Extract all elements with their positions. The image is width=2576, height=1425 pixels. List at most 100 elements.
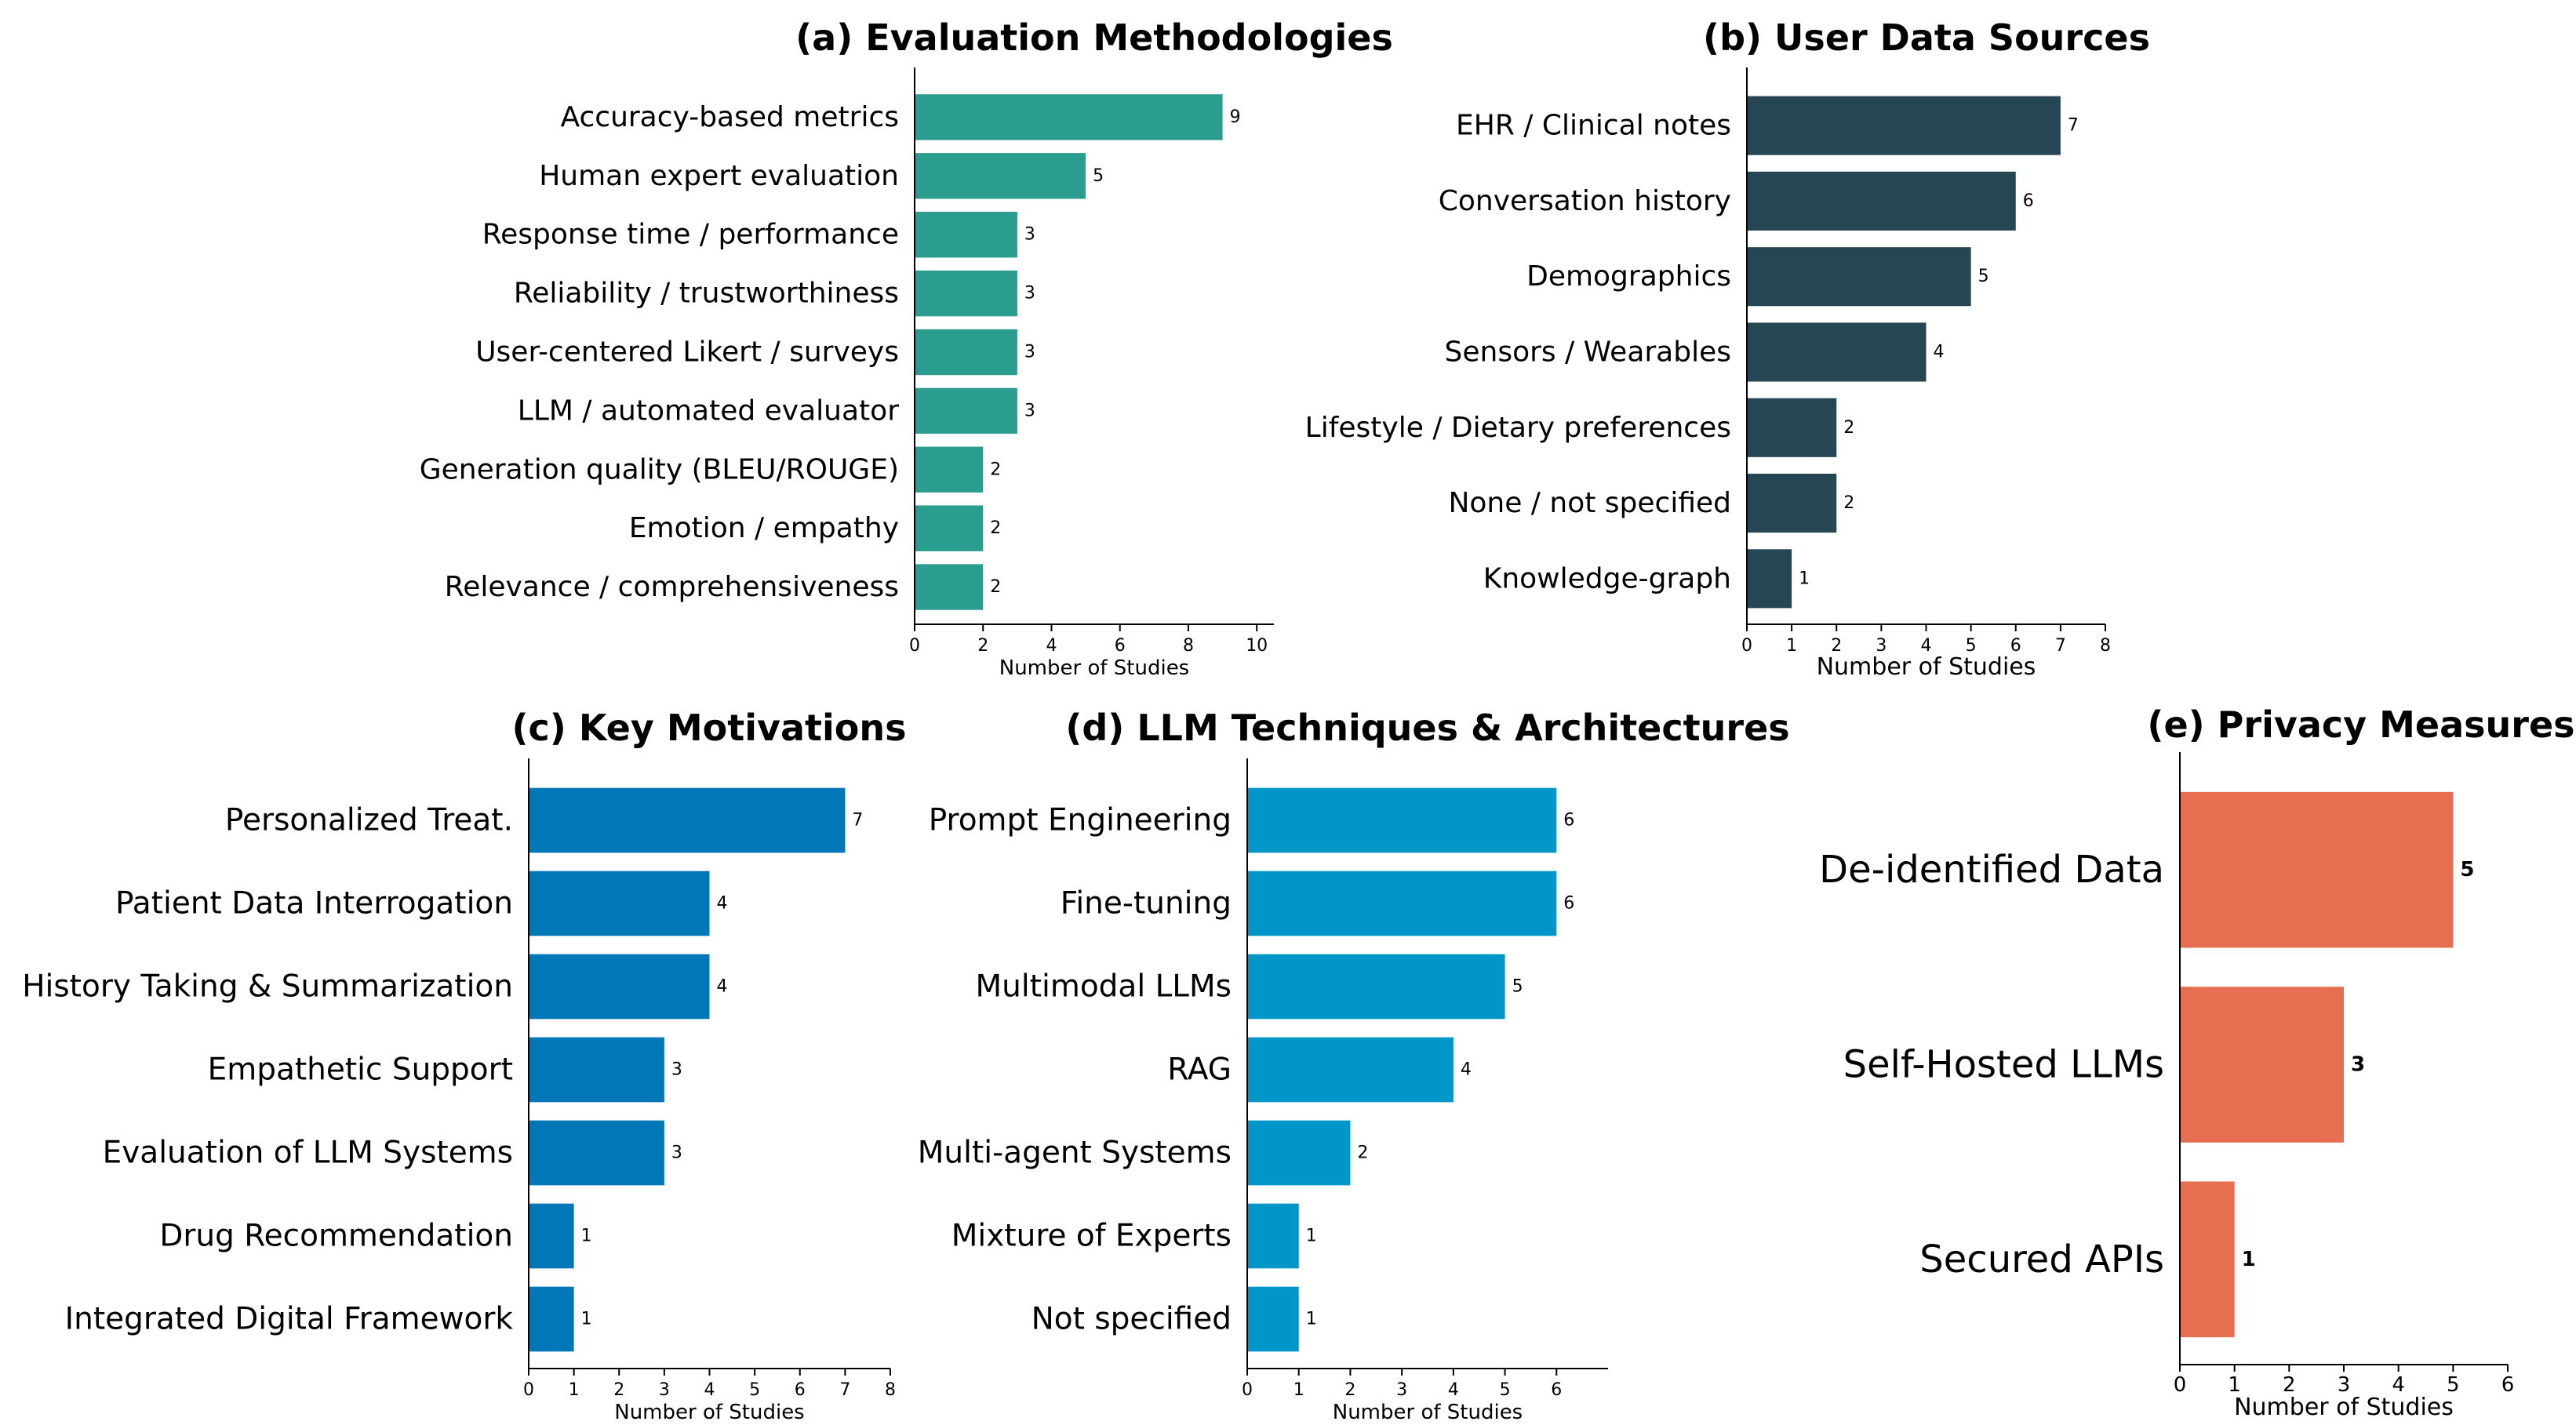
x-tick-label: 3 [659, 1380, 670, 1400]
value-label: 3 [1024, 343, 1035, 362]
category-label: Emotion / empathy [629, 512, 899, 544]
value-label: 4 [717, 894, 728, 914]
chart-a: (a) Evaluation Methodologies Accuracy-bas… [420, 16, 1393, 680]
bar [2180, 987, 2344, 1143]
bar [1747, 171, 2016, 231]
value-label: 5 [1978, 267, 1989, 286]
category-label: LLM / automated evaluator [518, 394, 899, 427]
value-label: 2 [1843, 418, 1854, 438]
category-label: RAG [1167, 1052, 1232, 1088]
chart-e: (e) Privacy Measures De-identified Data 5 S… [1819, 703, 2574, 1421]
bar [529, 954, 710, 1020]
x-tick-label: 4 [1046, 636, 1057, 656]
bar [1247, 954, 1505, 1020]
category-label: Self-Hosted LLMs [1843, 1043, 2164, 1087]
x-tick-label: 1 [1786, 636, 1797, 656]
x-tick-label: 0 [1741, 636, 1752, 656]
x-tick-label: 7 [839, 1380, 850, 1400]
bar [915, 153, 1086, 199]
bar [1247, 1037, 1454, 1103]
category-label: Multimodal LLMs [976, 969, 1232, 1005]
category-label: Not specified [1031, 1302, 1232, 1337]
value-label: 3 [1024, 225, 1035, 245]
x-tick-label: 4 [2392, 1373, 2405, 1397]
x-tick-label: 2 [1831, 636, 1842, 656]
bar [2180, 791, 2454, 948]
value-label: 3 [2351, 1053, 2365, 1077]
value-label: 5 [1093, 166, 1104, 186]
category-label: Generation quality (BLEU/ROUGE) [420, 453, 899, 485]
x-axis-label: Number of Studies [999, 656, 1189, 680]
category-label: Conversation history [1439, 185, 1731, 217]
bar [915, 329, 1017, 376]
bar [1747, 247, 1971, 307]
category-label: Relevance / comprehensiveness [445, 571, 899, 603]
bar [1247, 1203, 1299, 1269]
x-tick-label: 3 [2338, 1373, 2351, 1397]
value-label: 1 [2242, 1248, 2256, 1271]
value-label: 2 [1843, 493, 1854, 513]
x-tick-label: 0 [2174, 1373, 2187, 1397]
x-tick-label: 8 [1183, 636, 1194, 656]
x-tick-label: 10 [1246, 636, 1268, 656]
value-label: 4 [1461, 1060, 1472, 1080]
value-label: 2 [990, 518, 1001, 538]
category-label: None / not specified [1448, 487, 1731, 519]
x-tick-label: 3 [1876, 636, 1887, 656]
category-label: Personalized Treat. [225, 803, 513, 838]
value-label: 7 [852, 811, 863, 831]
bar [1247, 1120, 1351, 1186]
x-tick-label: 2 [977, 636, 988, 656]
x-axis-label: Number of Studies [1817, 653, 2036, 681]
x-tick-label: 8 [885, 1380, 896, 1400]
category-label: Fine-tuning [1061, 886, 1232, 922]
category-label: Prompt Engineering [929, 803, 1232, 838]
bar [529, 787, 846, 853]
value-label: 1 [581, 1227, 592, 1246]
value-label: 2 [990, 460, 1001, 479]
value-label: 1 [1306, 1310, 1317, 1329]
x-tick-label: 3 [1396, 1380, 1407, 1400]
bar [1747, 474, 1837, 533]
category-label: Response time / performance [482, 219, 899, 251]
category-label: History Taking & Summarization [22, 969, 513, 1005]
x-tick-label: 0 [1242, 1380, 1253, 1400]
value-label: 5 [1512, 977, 1523, 997]
x-tick-label: 4 [1448, 1380, 1459, 1400]
bar [915, 94, 1223, 140]
value-label: 6 [1563, 811, 1574, 831]
x-tick-label: 5 [1500, 1380, 1511, 1400]
category-label: Integrated Digital Framework [65, 1302, 514, 1337]
bar [915, 564, 984, 610]
category-label: User-centered Likert / surveys [475, 336, 899, 369]
bar [1747, 322, 1927, 382]
bar [529, 1286, 574, 1352]
bar [915, 387, 1017, 434]
bar [1747, 96, 2061, 155]
bar [1247, 787, 1557, 853]
bar [915, 505, 984, 551]
value-label: 2 [990, 577, 1001, 597]
value-label: 6 [1563, 894, 1574, 914]
value-label: 6 [2023, 191, 2034, 211]
category-label: De-identified Data [1819, 848, 2164, 892]
x-tick-label: 5 [2447, 1373, 2460, 1397]
chart-c: (c) Key Motivations Personalized Treat. 7 P… [22, 707, 906, 1424]
value-label: 2 [1357, 1143, 1368, 1163]
category-label: Drug Recommendation [159, 1219, 513, 1254]
category-label: EHR / Clinical notes [1456, 110, 1731, 142]
chart-title: (a) Evaluation Methodologies [795, 16, 1393, 59]
category-label: Mixture of Experts [951, 1219, 1232, 1254]
x-tick-label: 0 [909, 636, 920, 656]
bar [2180, 1181, 2235, 1338]
bar [1747, 549, 1792, 609]
category-label: Patient Data Interrogation [115, 886, 513, 922]
category-label: Demographics [1526, 260, 1731, 293]
value-label: 7 [2068, 116, 2079, 136]
x-tick-label: 6 [1115, 636, 1126, 656]
x-tick-label: 2 [2283, 1373, 2296, 1397]
category-label: Secured APIs [1919, 1238, 2164, 1281]
bar [915, 270, 1017, 317]
x-tick-label: 4 [704, 1380, 715, 1400]
